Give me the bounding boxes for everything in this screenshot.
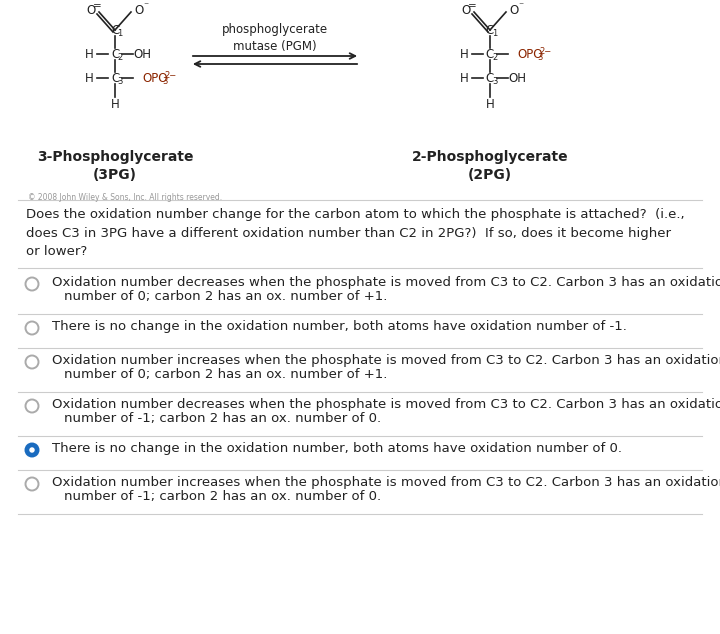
Text: C: C bbox=[486, 72, 494, 84]
Text: 1: 1 bbox=[492, 30, 498, 39]
Text: H: H bbox=[459, 72, 469, 84]
Text: O: O bbox=[462, 4, 471, 16]
Text: number of -1; carbon 2 has an ox. number of 0.: number of -1; carbon 2 has an ox. number… bbox=[64, 412, 381, 425]
Circle shape bbox=[25, 444, 38, 456]
Text: 2-Phosphoglycerate
(2PG): 2-Phosphoglycerate (2PG) bbox=[412, 150, 568, 183]
Text: H: H bbox=[85, 48, 94, 60]
Text: phosphoglycerate
mutase (PGM): phosphoglycerate mutase (PGM) bbox=[222, 23, 328, 53]
Text: © 2008 John Wiley & Sons, Inc. All rights reserved.: © 2008 John Wiley & Sons, Inc. All right… bbox=[28, 193, 222, 202]
Text: 3: 3 bbox=[537, 53, 543, 63]
Text: 3: 3 bbox=[492, 77, 498, 86]
Text: Oxidation number increases when the phosphate is moved from C3 to C2. Carbon 3 h: Oxidation number increases when the phos… bbox=[52, 476, 720, 489]
Text: Does the oxidation number change for the carbon atom to which the phosphate is a: Does the oxidation number change for the… bbox=[26, 208, 685, 258]
Text: number of 0; carbon 2 has an ox. number of +1.: number of 0; carbon 2 has an ox. number … bbox=[64, 368, 387, 381]
Text: OH: OH bbox=[133, 48, 151, 60]
Text: 1: 1 bbox=[117, 30, 122, 39]
Text: There is no change in the oxidation number, both atoms have oxidation number of : There is no change in the oxidation numb… bbox=[52, 320, 627, 333]
Text: Oxidation number decreases when the phosphate is moved from C3 to C2. Carbon 3 h: Oxidation number decreases when the phos… bbox=[52, 398, 720, 411]
Text: Oxidation number increases when the phosphate is moved from C3 to C2. Carbon 3 h: Oxidation number increases when the phos… bbox=[52, 354, 720, 367]
Text: 3: 3 bbox=[117, 77, 122, 86]
Text: H: H bbox=[459, 48, 469, 60]
Text: OPO: OPO bbox=[142, 72, 168, 84]
Text: 2: 2 bbox=[117, 53, 122, 63]
Text: H: H bbox=[485, 98, 495, 112]
Text: ⁻: ⁻ bbox=[143, 1, 148, 11]
Text: =: = bbox=[467, 1, 477, 11]
Text: C: C bbox=[486, 48, 494, 60]
Text: number of 0; carbon 2 has an ox. number of +1.: number of 0; carbon 2 has an ox. number … bbox=[64, 290, 387, 303]
Text: 2: 2 bbox=[492, 53, 498, 63]
Text: 2−: 2− bbox=[165, 72, 177, 81]
Text: C: C bbox=[111, 72, 119, 84]
Text: C: C bbox=[111, 23, 119, 37]
Text: C: C bbox=[111, 48, 119, 60]
Text: There is no change in the oxidation number, both atoms have oxidation number of : There is no change in the oxidation numb… bbox=[52, 442, 622, 455]
Text: OPO: OPO bbox=[517, 48, 542, 60]
Text: H: H bbox=[111, 98, 120, 112]
Text: =: = bbox=[93, 1, 102, 11]
Text: Oxidation number decreases when the phosphate is moved from C3 to C2. Carbon 3 h: Oxidation number decreases when the phos… bbox=[52, 276, 720, 289]
Circle shape bbox=[30, 447, 35, 453]
Text: H: H bbox=[85, 72, 94, 84]
Text: number of -1; carbon 2 has an ox. number of 0.: number of -1; carbon 2 has an ox. number… bbox=[64, 490, 381, 503]
Text: O: O bbox=[509, 4, 518, 16]
Text: C: C bbox=[486, 23, 494, 37]
Text: 3: 3 bbox=[162, 77, 168, 86]
Text: O: O bbox=[86, 4, 96, 16]
Text: OH: OH bbox=[508, 72, 526, 84]
Text: O: O bbox=[135, 4, 143, 16]
Text: 3-Phosphoglycerate
(3PG): 3-Phosphoglycerate (3PG) bbox=[37, 150, 193, 183]
Text: 2−: 2− bbox=[540, 48, 552, 56]
Text: ⁻: ⁻ bbox=[518, 1, 523, 11]
